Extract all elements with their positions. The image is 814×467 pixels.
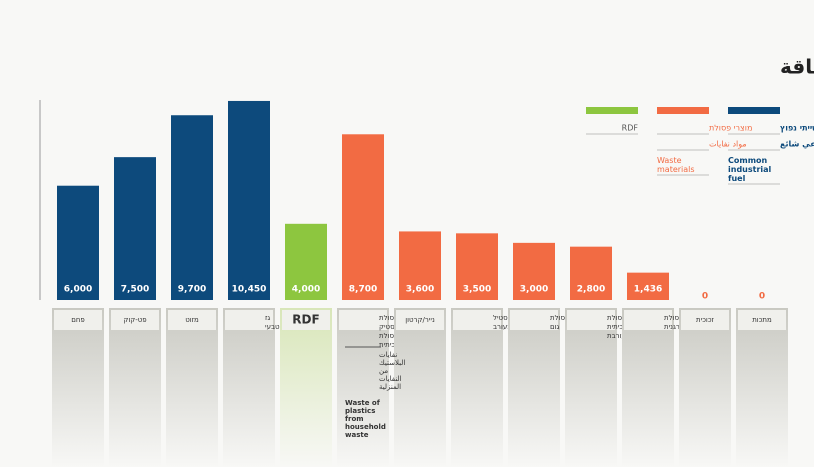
category-label: טקסטיל מעורב (493, 314, 518, 331)
value-label: 0 (702, 292, 708, 302)
label-box (111, 310, 159, 330)
value-label: 6,000 (64, 285, 92, 295)
label-card (166, 308, 218, 467)
bar (285, 223, 327, 300)
category-label: נייר/קרטון (405, 316, 435, 324)
bar (399, 231, 441, 300)
label-card (394, 308, 446, 467)
legend-label: דלק תעשייתי נפוץ (780, 124, 814, 133)
category-label: פט-קוק (123, 316, 146, 324)
category-label: פסולת גום (550, 314, 569, 331)
category-label: מזוט (185, 316, 199, 324)
bar (513, 242, 555, 300)
value-label: 1,436 (634, 285, 662, 295)
value-label: 7,500 (121, 285, 149, 295)
bar (456, 233, 498, 300)
value-label: 8,700 (349, 285, 377, 295)
label-box (396, 310, 444, 330)
legend-label: RDF (622, 124, 639, 133)
category-label: גז טבעי (265, 314, 280, 331)
value-label: 3,500 (463, 285, 491, 295)
label-card (223, 308, 275, 467)
bar (627, 272, 669, 300)
annotation: نفايات البلاستيك من النفايات المنزلية (379, 351, 405, 391)
category-label: פסולת פלסטיק מפסולת ביתית (379, 314, 403, 349)
category-label: זכוכית (696, 316, 714, 324)
label-card (337, 308, 389, 467)
label-box (567, 310, 615, 330)
label-box (168, 310, 216, 330)
label-box (681, 310, 729, 330)
label-box (510, 310, 558, 330)
bar (570, 246, 612, 300)
category-label: מתכות (752, 316, 772, 324)
value-label: 4,000 (292, 285, 320, 295)
label-card (736, 308, 788, 467)
label-box (282, 310, 330, 330)
value-label: 2,800 (577, 285, 605, 295)
label-card (280, 308, 332, 467)
bar (171, 115, 213, 300)
legend-swatch (657, 107, 709, 114)
label-box (54, 310, 102, 330)
category-label: פסולת ביתית מעורבת (607, 314, 631, 340)
label-card (109, 308, 161, 467)
bar (342, 134, 384, 300)
label-box (225, 310, 273, 330)
label-card (565, 308, 617, 467)
label-box (339, 310, 387, 330)
label-card (679, 308, 731, 467)
value-label: 0 (759, 292, 765, 302)
legend-label: מוצרי פסולת (709, 124, 752, 133)
bar (228, 100, 270, 300)
label-card (508, 308, 560, 467)
value-label: 9,700 (178, 285, 206, 295)
legend-swatch (728, 107, 780, 114)
legend-label: Waste materials (657, 156, 695, 174)
category-label: פחם (71, 316, 85, 324)
chart-title: פסולת כמקור אנרגיה / Waste as an energy … (780, 55, 814, 79)
legend-swatch (586, 107, 638, 114)
label-card (451, 308, 503, 467)
legend-label: Common industrial fuel (728, 156, 772, 183)
category-label: RDF (292, 313, 319, 327)
legend-label: وقود صناعي شائع (780, 140, 814, 149)
legend-label: مواد نفايات (709, 140, 747, 149)
value-label: 10,450 (232, 285, 267, 295)
label-box (624, 310, 672, 330)
category-label: פסולת אורגנית (664, 314, 687, 331)
bar (114, 157, 156, 300)
label-box (738, 310, 786, 330)
bar (57, 185, 99, 300)
value-label: 3,000 (520, 285, 548, 295)
annotation: Waste of plastics from household waste (345, 399, 386, 439)
label-box (453, 310, 501, 330)
value-label: 3,600 (406, 285, 434, 295)
label-card (622, 308, 674, 467)
label-card (52, 308, 104, 467)
